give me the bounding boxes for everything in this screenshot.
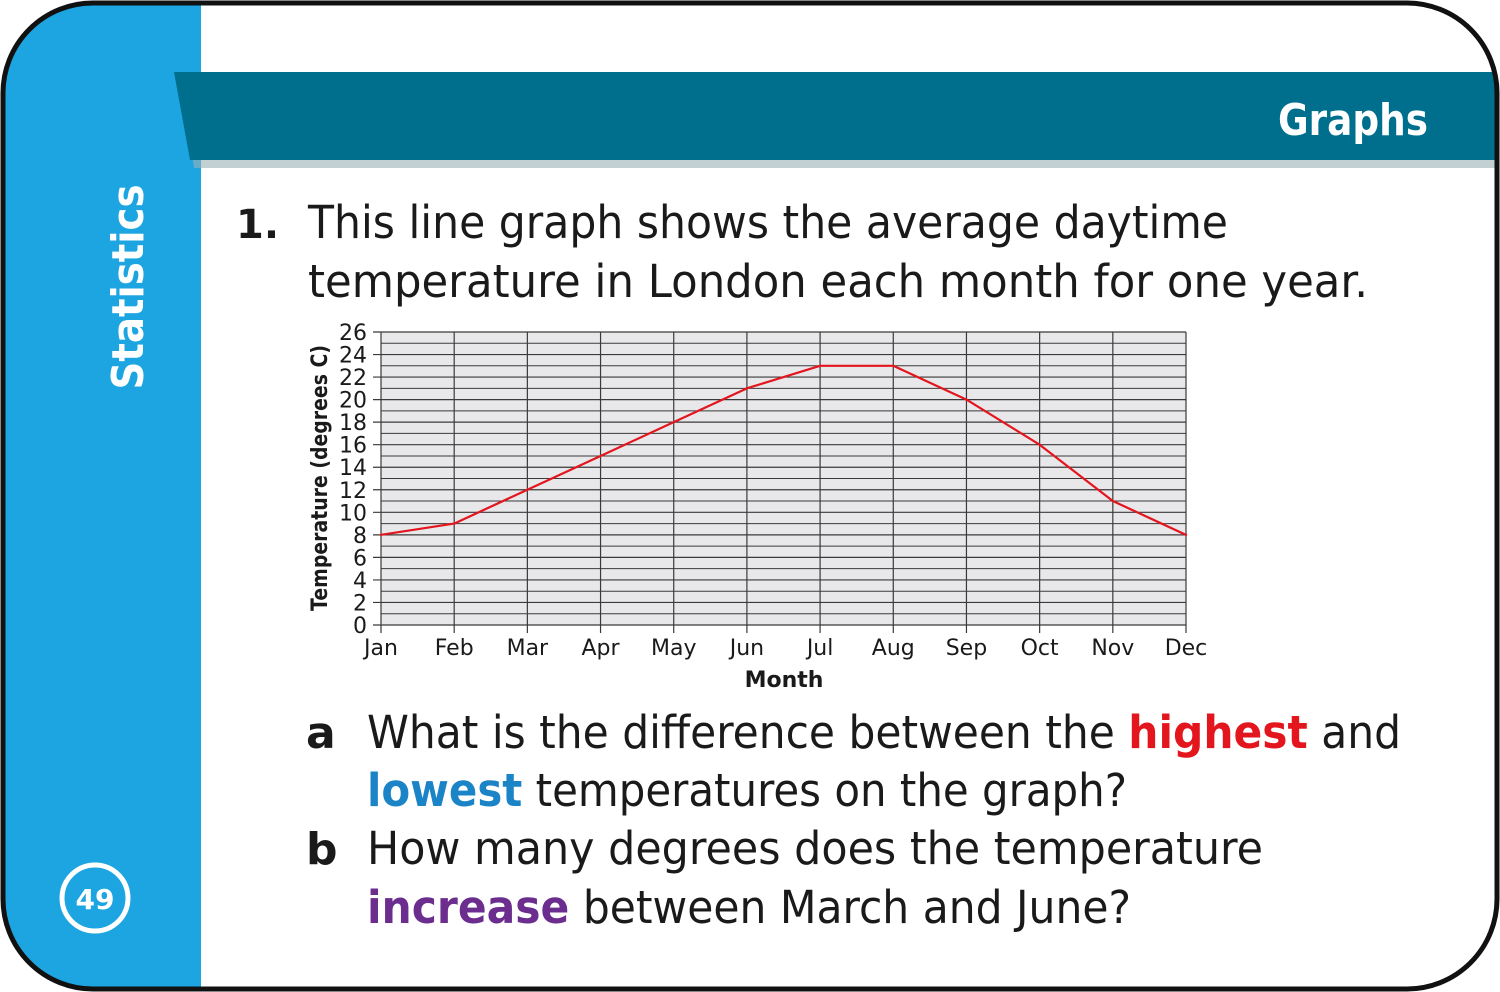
sidebar — [3, 3, 201, 989]
sidebar-label: Statistics — [103, 184, 154, 389]
x-tick-label: Sep — [946, 636, 987, 661]
part-b-letter: b — [306, 824, 338, 875]
data-point — [672, 420, 675, 424]
highlight-word: highest — [1128, 706, 1307, 759]
y-tick-label: 0 — [353, 614, 367, 639]
header-title: Graphs — [1278, 94, 1428, 146]
page-number-badge: 49 — [59, 862, 131, 934]
part-a-line1: What is the difference between the highe… — [367, 706, 1401, 759]
header-banner — [174, 72, 1497, 160]
page-number: 49 — [76, 883, 115, 916]
x-tick-label: May — [651, 636, 696, 661]
y-tick-label: 10 — [339, 501, 367, 526]
data-point — [1111, 499, 1115, 503]
x-tick-label: Jan — [362, 636, 398, 661]
x-axis-label: Month — [745, 668, 824, 693]
data-point — [1038, 443, 1041, 446]
text-segment: and — [1308, 706, 1401, 759]
y-tick-label: 20 — [339, 389, 367, 414]
data-point — [745, 387, 749, 390]
highlight-word: lowest — [367, 764, 522, 817]
data-point — [892, 364, 895, 368]
x-tick-labels: Jan Feb Mar Apr May Jun Jul Aug Sep Oct Nov Dec — [362, 636, 1207, 661]
part-b-line2: increase between March and June? — [367, 881, 1131, 934]
question-number: 1. — [236, 202, 279, 248]
x-tick-label: Jul — [805, 636, 834, 661]
text-segment: between March and June? — [569, 881, 1131, 934]
series-group — [379, 364, 1188, 537]
data-point — [452, 522, 456, 525]
y-tick-label: 16 — [339, 434, 367, 459]
x-tick-label: Jun — [728, 636, 764, 661]
grid-lines — [373, 331, 1187, 633]
x-tick-label: Dec — [1165, 636, 1208, 661]
x-tick-label: Nov — [1091, 636, 1134, 661]
x-tick-label: Oct — [1021, 636, 1059, 661]
y-tick-label: 24 — [339, 344, 367, 369]
data-point — [526, 488, 529, 491]
y-tick-label: 2 — [353, 591, 367, 616]
x-tick-label: Feb — [435, 636, 474, 661]
highlight-word: increase — [367, 881, 569, 934]
y-tick-label: 4 — [353, 569, 367, 594]
part-b-line1: How many degrees does the temperature — [367, 822, 1263, 875]
x-tick-label: Mar — [507, 636, 549, 661]
question-part-b: b How many degrees does the temperature … — [306, 822, 1263, 934]
data-point — [379, 533, 383, 537]
part-a-letter: a — [306, 708, 336, 759]
y-tick-label: 26 — [339, 321, 367, 346]
part-a-line2: lowest temperatures on the graph? — [367, 764, 1127, 817]
y-tick-label: 8 — [353, 524, 367, 549]
data-point — [965, 398, 968, 401]
data-point — [599, 454, 602, 458]
text-segment: How many degrees does the temperature — [367, 822, 1263, 875]
text-segment: What is the difference between the — [367, 706, 1128, 759]
text-segment: temperatures on the graph? — [522, 764, 1127, 817]
y-axis-label: Temperature (degrees C) — [308, 345, 333, 611]
data-point — [818, 364, 822, 368]
question-text-line2: temperature in London each month for one… — [308, 255, 1368, 308]
series-line — [380, 364, 1187, 536]
question-part-a: a What is the difference between the hig… — [306, 706, 1401, 817]
x-tick-label: Apr — [582, 636, 621, 661]
y-tick-label: 12 — [339, 479, 367, 504]
y-tick-label: 18 — [339, 411, 367, 436]
x-tick-label: Aug — [872, 636, 915, 661]
data-point — [1184, 533, 1188, 537]
y-tick-label: 6 — [353, 546, 367, 571]
y-tick-label: 22 — [339, 366, 367, 391]
question-text-line1: This line graph shows the average daytim… — [307, 196, 1228, 249]
y-tick-label: 14 — [339, 456, 367, 481]
